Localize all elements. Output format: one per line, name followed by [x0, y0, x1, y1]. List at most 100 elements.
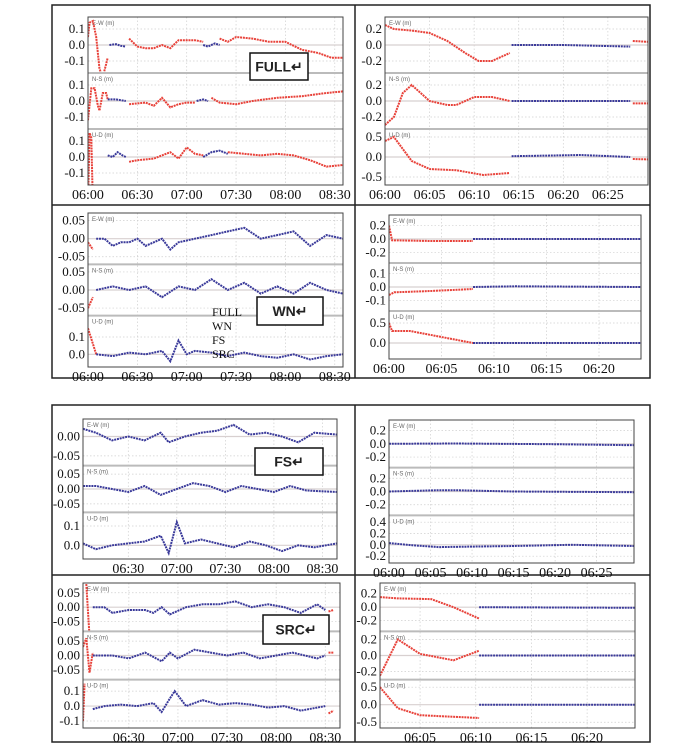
series-blue-n-s — [107, 98, 126, 102]
x-tick-label: 06:00 — [369, 188, 401, 203]
subplot-label: U-D (m) — [92, 320, 113, 326]
y-tick-label: 0.5 — [361, 679, 377, 694]
subplot-label: N-S (m) — [389, 77, 410, 83]
y-tick-label: -0.05 — [53, 662, 80, 677]
x-tick-label: 06:20 — [583, 362, 615, 377]
x-tick-label: 06:05 — [414, 188, 446, 203]
y-tick-label: 0.5 — [366, 129, 382, 144]
series-blue-u-d — [92, 689, 326, 714]
series-red-e-w — [389, 225, 473, 242]
method-label: FS↵ — [274, 454, 304, 470]
x-tick-label: 08:00 — [258, 562, 290, 577]
y-tick-label: -0.1 — [365, 292, 386, 307]
y-tick-label: 0.00 — [62, 231, 85, 246]
y-tick-label: -0.1 — [59, 713, 80, 728]
y-tick-label: 0.0 — [370, 537, 386, 552]
x-tick-label: 06:20 — [571, 731, 603, 745]
series-blue-u-d — [202, 149, 229, 158]
series-blue-e-w — [96, 226, 343, 251]
series-red-n-s — [129, 96, 195, 109]
y-tick-label: -0.5 — [356, 714, 377, 729]
y-tick-label: -0.2 — [365, 497, 386, 512]
y-tick-label: 0.0 — [370, 436, 386, 451]
series-red-u-d — [380, 686, 480, 719]
y-tick-label: -0.05 — [53, 448, 80, 463]
series-red-n-s — [380, 637, 480, 677]
series-red-e-w — [380, 596, 480, 620]
subplot-label: N-S (m) — [393, 267, 414, 273]
y-tick-label: 0.1 — [69, 21, 85, 36]
y-tick-label: 0.4 — [370, 514, 387, 529]
series-red-u-d — [128, 145, 204, 163]
series-red-u-d — [327, 709, 335, 715]
series-red-n-s — [88, 87, 109, 121]
series-red-u-d — [88, 132, 94, 185]
y-tick-label: 0.05 — [57, 585, 80, 600]
y-tick-label: 0.0 — [361, 697, 377, 712]
y-tick-label: 0.0 — [366, 37, 382, 52]
plot-frame — [388, 419, 635, 564]
y-tick-label: 0.0 — [366, 149, 382, 164]
plot-frame — [388, 214, 642, 360]
plot-frame — [87, 16, 344, 186]
plot-frame — [82, 418, 338, 560]
y-tick-label: 0.0 — [361, 599, 377, 614]
y-tick-label: -0.05 — [58, 249, 85, 264]
series-blue-n-s — [83, 482, 337, 496]
series-blue-e-w — [511, 44, 631, 48]
x-tick-label: 07:00 — [171, 188, 203, 203]
x-tick-label: 06:05 — [404, 731, 436, 745]
y-tick-label: -0.2 — [365, 449, 386, 464]
y-tick-label: 0.0 — [64, 698, 80, 713]
series-red-n-s — [210, 90, 343, 106]
y-tick-label: 0.2 — [370, 526, 386, 541]
subplot-label: E-W (m) — [384, 587, 406, 593]
series-blue-e-w — [202, 42, 220, 48]
x-tick-label: 06:20 — [547, 188, 579, 203]
y-tick-label: 0.1 — [370, 266, 386, 281]
y-tick-label: 0.1 — [69, 133, 85, 148]
x-tick-label: 08:30 — [309, 731, 341, 745]
subplot-label: U-D (m) — [393, 519, 414, 525]
y-tick-label: -0.1 — [64, 109, 85, 124]
series-blue-e-w — [109, 43, 126, 48]
x-tick-label: 06:30 — [121, 370, 153, 385]
series-red-n-s — [88, 296, 94, 309]
y-tick-label: 0.0 — [69, 37, 85, 52]
plot-frame — [384, 16, 649, 186]
y-tick-label: 0.05 — [57, 633, 80, 648]
y-tick-label: 0.2 — [361, 586, 377, 601]
y-tick-label: 0.0 — [370, 484, 386, 499]
x-tick-label: 06:10 — [478, 362, 510, 377]
method-label-box: WN↵ — [256, 296, 324, 326]
series-blue-u-d — [83, 518, 337, 557]
x-tick-label: 06:00 — [373, 566, 405, 581]
x-tick-label: 08:30 — [319, 188, 351, 203]
legend-item-wn: WN — [212, 319, 232, 333]
series-red-u-d — [389, 322, 474, 344]
y-tick-label: -0.05 — [58, 300, 85, 315]
subplot-label: U-D (m) — [87, 516, 108, 522]
method-label-box: SRC↵ — [262, 614, 330, 645]
series-blue-u-d — [389, 542, 634, 549]
y-tick-label: 0.1 — [64, 683, 80, 698]
x-tick-label: 06:15 — [531, 362, 563, 377]
method-label: SRC↵ — [275, 622, 316, 638]
y-tick-label: 0.0 — [370, 335, 386, 350]
series-red-e-w — [88, 19, 109, 73]
x-tick-label: 06:30 — [112, 562, 144, 577]
y-tick-label: 0.5 — [370, 315, 386, 330]
method-label-box: FS↵ — [254, 447, 324, 476]
x-tick-label: 07:00 — [161, 562, 193, 577]
series-blue-u-d — [107, 150, 127, 159]
x-tick-label: 06:15 — [503, 188, 535, 203]
x-tick-label: 07:30 — [220, 188, 252, 203]
x-tick-label: 06:00 — [373, 362, 405, 377]
series-red-n-s — [389, 288, 474, 296]
panel-8: 06:05 06:10 06:15 06:200.20.0-0.2E-W (m)0.2… — [356, 582, 636, 745]
y-tick-label: 0.05 — [62, 264, 85, 279]
y-tick-label: 0.00 — [62, 282, 85, 297]
panel-6: 06:00 06:05 06:10 06:15 06:20 06:250.20.0-0.2… — [365, 419, 635, 581]
x-tick-label: 06:05 — [415, 566, 447, 581]
